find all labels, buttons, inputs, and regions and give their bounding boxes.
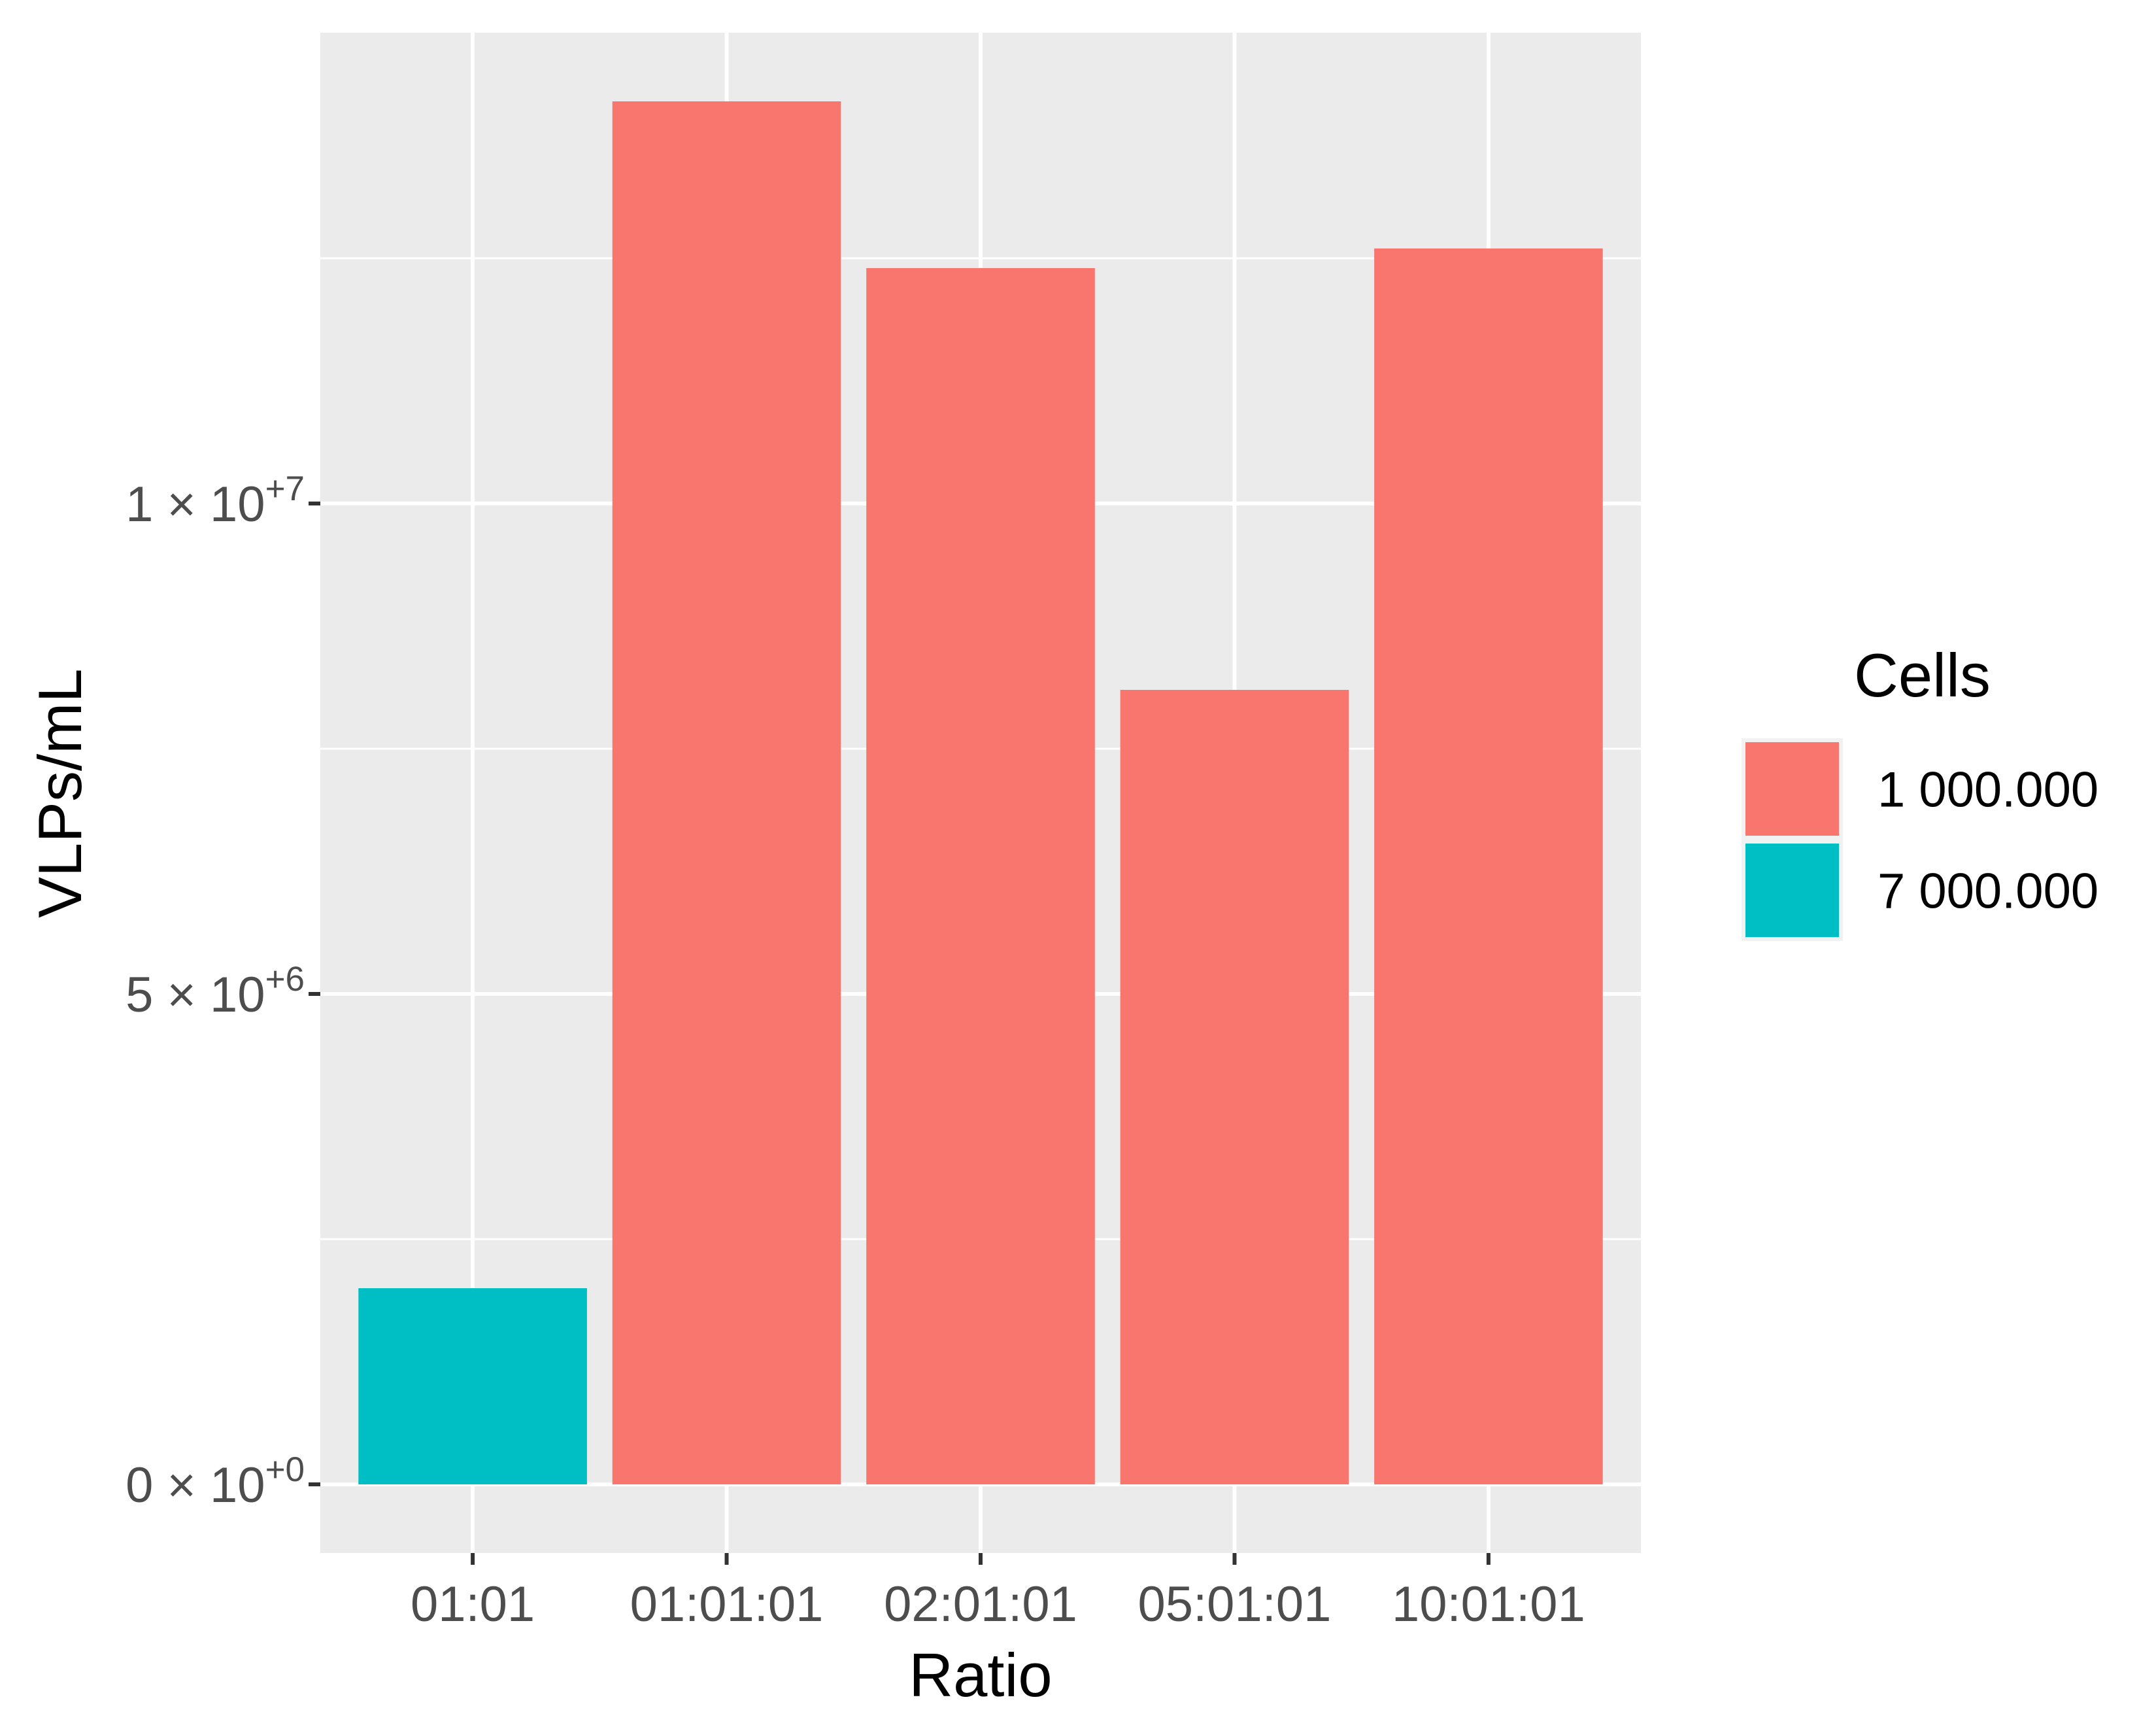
x-tick-label: 10:01:01	[1392, 1577, 1585, 1632]
y-tick-label: 1 × 10+7	[126, 470, 305, 532]
x-axis: 01:01 01:01:01 02:01:01 05:01:01 10:01:01	[411, 1553, 1585, 1632]
x-tick-label: 05:01:01	[1138, 1577, 1332, 1632]
x-tick-label: 01:01	[411, 1577, 535, 1632]
bars	[358, 101, 1603, 1484]
legend-key-swatch	[1745, 844, 1839, 937]
legend-item-label: 1 000.000	[1878, 762, 2098, 818]
bar-01-01	[358, 1288, 587, 1484]
x-axis-title: Ratio	[909, 1641, 1052, 1709]
y-axis: 0 × 10+0 5 × 10+6 1 × 10+7	[126, 470, 320, 1513]
legend-key-swatch	[1745, 742, 1839, 836]
bar-01-01-01	[612, 101, 841, 1484]
y-axis-title: VLPs/mL	[25, 668, 94, 917]
bar-10-01-01	[1374, 248, 1603, 1484]
x-tick-label: 02:01:01	[884, 1577, 1077, 1632]
bar-02-01-01	[866, 268, 1095, 1484]
legend: Cells 1 000.000 7 000.000	[1742, 641, 2098, 941]
legend-title: Cells	[1854, 641, 1991, 709]
x-tick-label: 01:01:01	[630, 1577, 824, 1632]
bar-05-01-01	[1120, 690, 1349, 1484]
legend-items: 1 000.000 7 000.000	[1742, 738, 2098, 941]
y-tick-label: 5 × 10+6	[126, 960, 305, 1023]
legend-item-label: 7 000.000	[1878, 864, 2098, 919]
y-tick-label: 0 × 10+0	[126, 1450, 305, 1513]
